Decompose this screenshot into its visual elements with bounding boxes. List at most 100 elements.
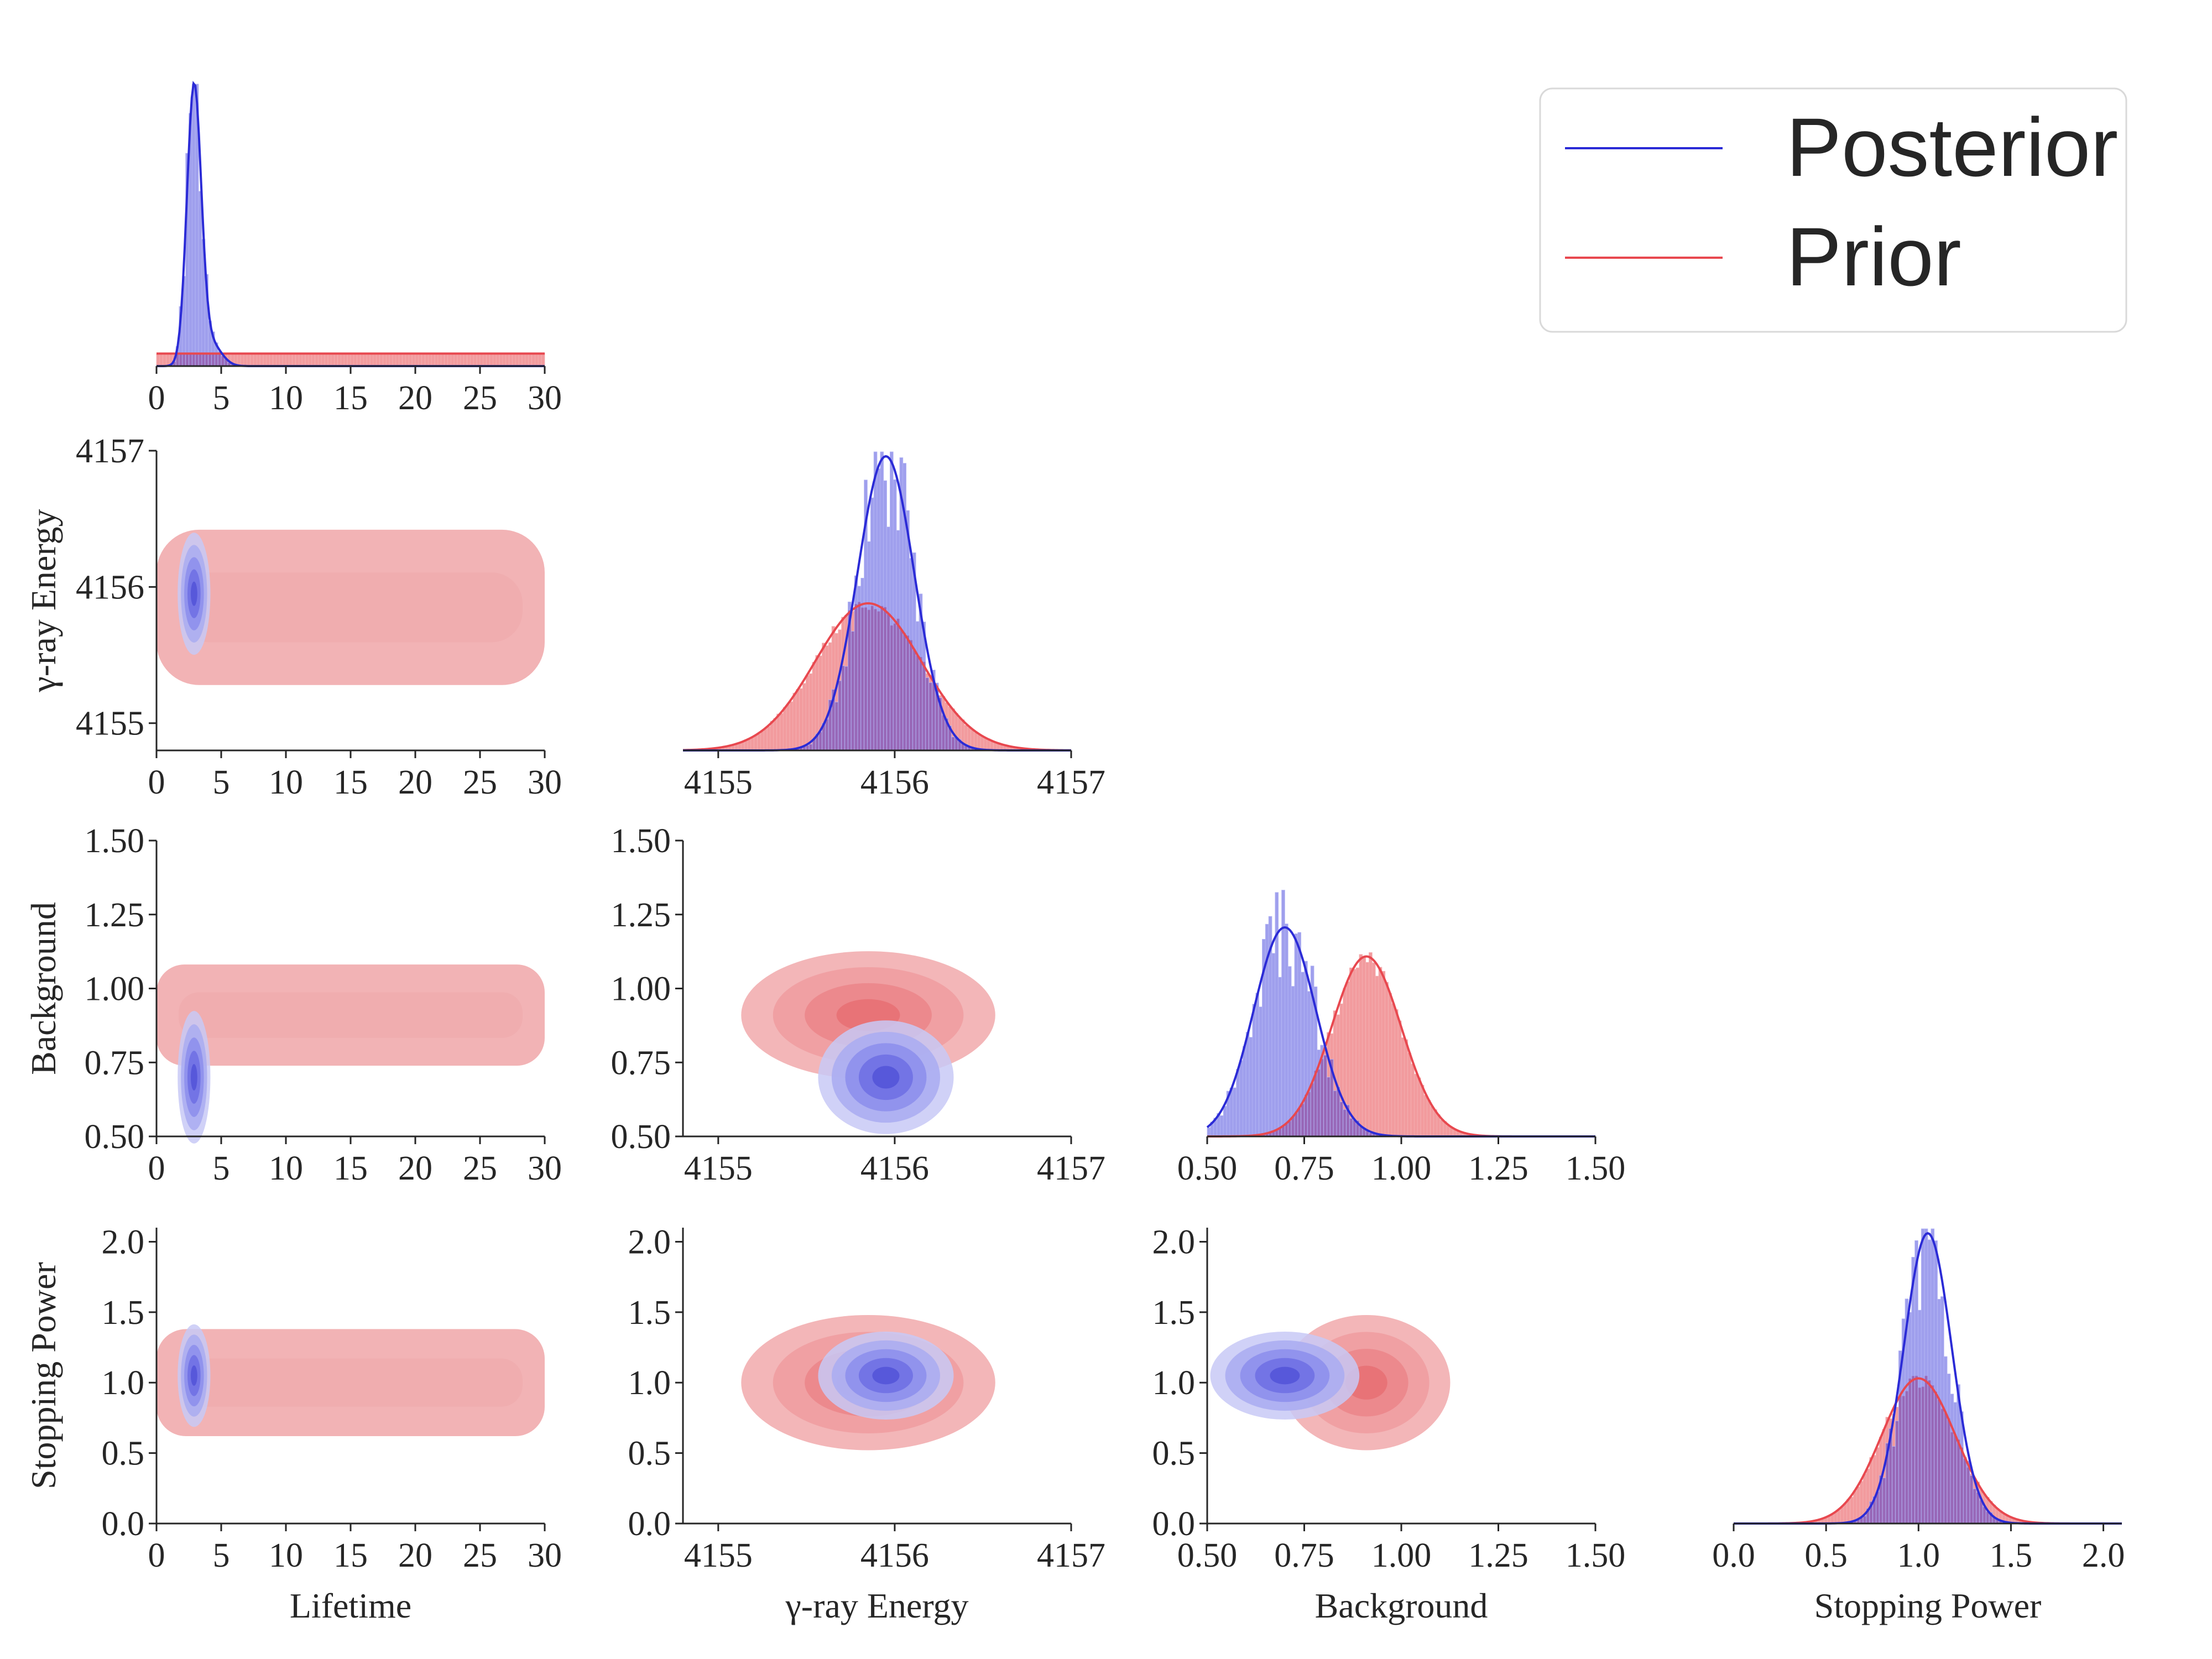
y-tick-label: 1.5 — [1152, 1294, 1196, 1332]
prior-hist-bar — [257, 353, 260, 366]
posterior-hist-bar — [1237, 1069, 1240, 1136]
prior-hist-bar — [299, 354, 302, 366]
prior-hist-bar — [393, 354, 396, 366]
prior-hist-bar — [513, 353, 516, 366]
prior-hist-bar — [156, 354, 160, 366]
prior-hist-bar — [1840, 1507, 1844, 1524]
prior-hist-bar — [777, 714, 780, 750]
y-axis-label-stopping: Stopping Power — [24, 1262, 63, 1489]
y-tick-label: 4155 — [76, 705, 144, 743]
x-tick-label: 5 — [213, 1150, 230, 1187]
posterior-hist-bar — [896, 530, 900, 750]
posterior-contour — [872, 1066, 899, 1088]
joint-background-stopping — [1211, 1315, 1451, 1451]
prior-hist-bar — [477, 354, 480, 366]
prior-hist-bar — [438, 354, 441, 366]
prior-hist-bar — [409, 353, 412, 366]
panel-axes: 0.50 0.75 1.00 1.25 1.50 — [1177, 1136, 1626, 1187]
prior-hist-bar — [293, 353, 296, 366]
panel-axes: 4155 4156 4157 — [683, 750, 1105, 801]
prior-hist-bar — [493, 354, 496, 366]
posterior-hist-bar — [825, 719, 828, 750]
prior-hist-bar — [321, 354, 325, 366]
posterior-hist-bar — [880, 452, 884, 750]
posterior-hist-bar — [1305, 961, 1308, 1136]
posterior-hist-bar — [1233, 1088, 1237, 1136]
diagonal-stopping — [1734, 1229, 2122, 1524]
posterior-hist-bar — [1207, 1128, 1211, 1136]
prior-hist-bar — [251, 354, 254, 366]
posterior-hist-bar — [929, 682, 932, 750]
x-tick-label: 1.0 — [1897, 1537, 1940, 1574]
prior-contour-inner — [179, 1359, 523, 1407]
posterior-hist-bar — [192, 84, 195, 366]
x-tick-label: 25 — [463, 379, 497, 417]
prior-hist-bar — [270, 354, 273, 366]
x-tick-label: 1.00 — [1371, 1150, 1432, 1187]
joint-lifetime-energy — [156, 530, 545, 685]
prior-hist-bar — [1850, 1497, 1854, 1524]
prior-hist-bar — [1372, 963, 1375, 1136]
x-tick-label: 0.50 — [1177, 1150, 1238, 1187]
prior-hist-bar — [1414, 1074, 1417, 1136]
prior-hist-bar — [473, 354, 477, 366]
x-tick-label: 10 — [269, 1537, 303, 1574]
prior-hist-bar — [454, 353, 457, 366]
posterior-hist-bar — [942, 715, 945, 750]
posterior-hist-bar — [1353, 1120, 1356, 1136]
prior-hist-bar — [335, 353, 338, 366]
x-tick-label: 1.00 — [1371, 1537, 1432, 1574]
prior-hist-bar — [483, 354, 487, 366]
prior-hist-bar — [276, 353, 279, 366]
x-tick-label: 0.0 — [1712, 1537, 1755, 1574]
prior-hist-bar — [1411, 1064, 1415, 1136]
prior-hist-bar — [786, 705, 790, 750]
prior-hist-bar — [441, 354, 445, 366]
x-tick-label: 0 — [148, 1150, 165, 1187]
prior-hist-bar — [767, 727, 770, 750]
prior-hist-bar — [309, 354, 312, 366]
prior-hist-bar — [522, 353, 525, 366]
y-tick-label: 4157 — [76, 432, 144, 470]
posterior-hist-bar — [1259, 1007, 1262, 1136]
prior-hist-bar — [461, 353, 464, 366]
x-tick-label: 4155 — [684, 764, 753, 801]
posterior-hist-bar — [1944, 1357, 1947, 1524]
y-tick-label: 1.5 — [628, 1294, 671, 1332]
y-axis-label-energy: γ-ray Energy — [24, 509, 63, 693]
prior-hist-bar — [532, 353, 535, 366]
x-tick-label: 1.50 — [1566, 1150, 1626, 1187]
prior-hist-bar — [351, 354, 354, 366]
prior-hist-bar — [503, 353, 506, 366]
prior-hist-bar — [347, 353, 351, 366]
posterior-hist-bar — [1230, 1088, 1233, 1136]
prior-hist-bar — [445, 353, 448, 366]
prior-hist-bar — [480, 353, 483, 366]
x-tick-label: 4157 — [1037, 1150, 1105, 1187]
diagonal-energy — [683, 452, 1071, 750]
prior-hist-bar — [1389, 993, 1392, 1136]
y-tick-label: 0.75 — [611, 1044, 671, 1082]
prior-hist-bar — [1353, 969, 1356, 1136]
x-tick-label: 1.50 — [1566, 1537, 1626, 1574]
prior-hist-bar — [344, 353, 347, 366]
posterior-hist-bar — [1333, 1091, 1337, 1136]
prior-hist-bar — [1401, 1037, 1405, 1136]
posterior-hist-bar — [1931, 1229, 1934, 1524]
posterior-hist-bar — [952, 737, 955, 750]
prior-hist-bar — [509, 353, 513, 366]
posterior-hist-bar — [1928, 1240, 1931, 1524]
prior-hist-bar — [160, 353, 163, 366]
prior-hist-bar — [405, 353, 409, 366]
posterior-hist-bar — [1918, 1310, 1921, 1524]
posterior-hist-bar — [1324, 1055, 1327, 1136]
prior-hist-bar — [760, 731, 764, 750]
prior-hist-bar — [286, 353, 289, 366]
prior-hist-bar — [361, 353, 364, 366]
x-tick-label: 0.75 — [1274, 1537, 1334, 1574]
posterior-contour — [1270, 1367, 1300, 1385]
y-tick-label: 0.50 — [85, 1118, 145, 1156]
x-tick-label: 10 — [269, 764, 303, 801]
prior-hist-bar — [783, 707, 786, 750]
posterior-hist-bar — [1973, 1489, 1976, 1524]
